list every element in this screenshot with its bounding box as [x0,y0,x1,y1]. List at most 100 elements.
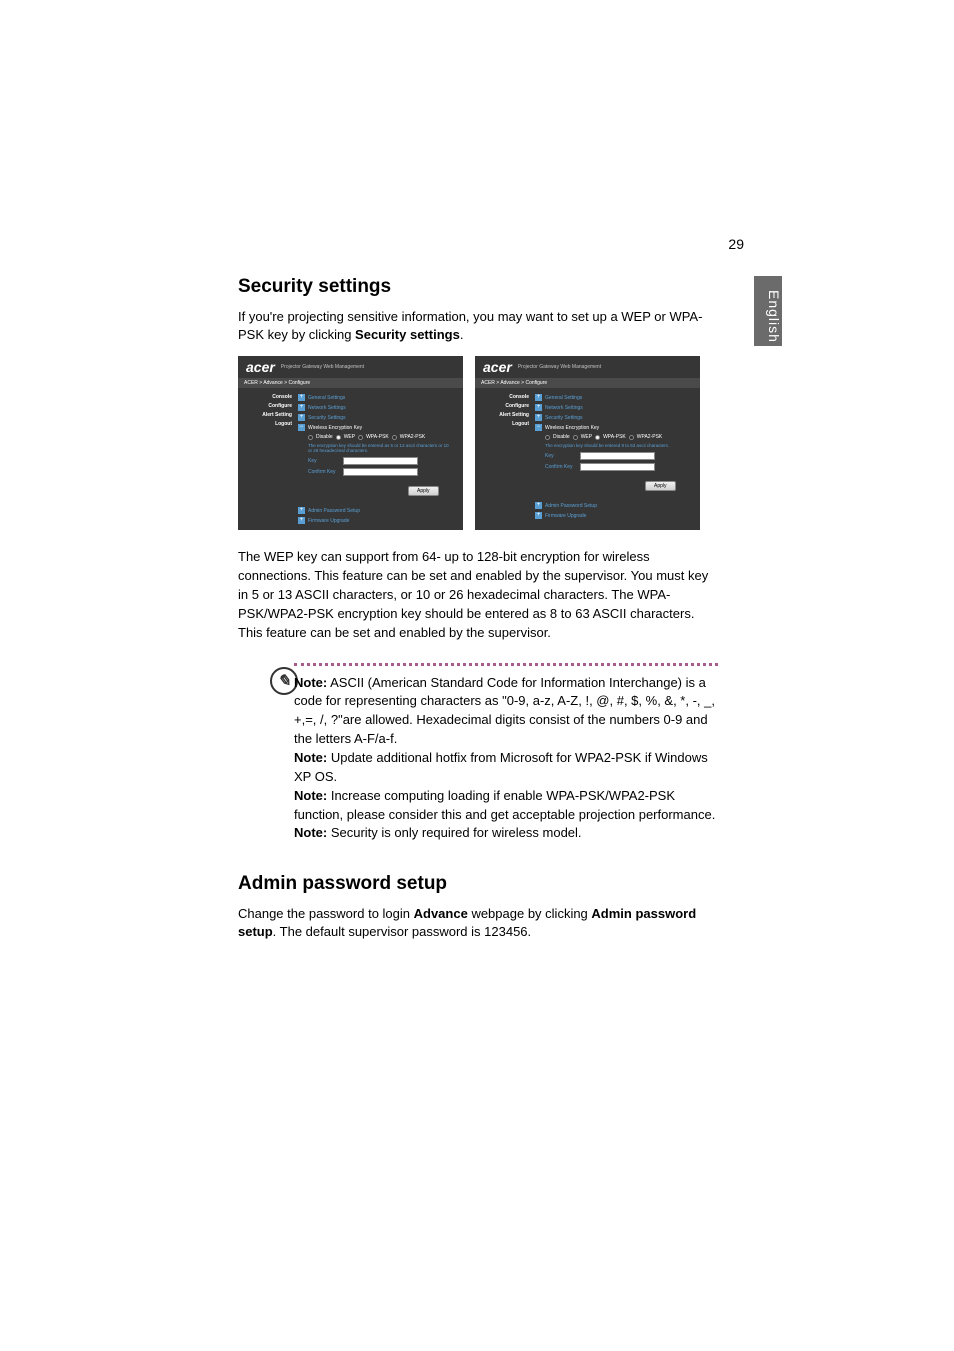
body-paragraph: The WEP key can support from 64- up to 1… [238,548,718,642]
menu-security-label: Security Settings [308,415,346,421]
radio-wpa2-label: WPA2-PSK [637,434,662,440]
radio-wep[interactable] [573,435,578,440]
menu-general[interactable]: +General Settings [298,394,453,401]
menu-admin[interactable]: +Admin Password Setup [298,507,453,514]
note-text: Note: ASCII (American Standard Code for … [294,674,718,844]
language-tab: English [754,276,782,346]
intro-text: If you're projecting sensitive informati… [238,309,702,342]
confirm-label: Confirm Key [545,464,580,470]
acer-logo: acer [246,359,275,375]
menu-network-label: Network Settings [308,405,346,411]
note4-text: Security is only required for wireless m… [327,825,581,840]
menu-security[interactable]: +Security Settings [298,414,453,421]
key-label: Key [545,453,580,459]
key-row: Key [308,457,453,465]
radio-disable-label: Disable [553,434,570,440]
plus-icon: + [298,507,305,514]
menu-firmware[interactable]: +Firmware Upgrade [298,517,453,524]
key-label: Key [308,458,343,464]
radio-disable[interactable] [545,435,550,440]
ss-nav: Console Configure Alert Setting Logout [238,394,298,527]
menu-admin-label: Admin Password Setup [545,503,597,509]
admin-t2: webpage by clicking [468,906,592,921]
plus-icon: + [535,502,542,509]
menu-security[interactable]: +Security Settings [535,414,690,421]
key-input[interactable] [343,457,418,465]
radio-wpa2[interactable] [392,435,397,440]
note-icon-wrap: ✎ [238,663,280,844]
confirm-input[interactable] [580,463,655,471]
menu-firmware-label: Firmware Upgrade [545,513,586,519]
plus-icon: + [535,414,542,421]
confirm-row: Confirm Key [545,463,690,471]
radio-wep[interactable] [336,435,341,440]
menu-network[interactable]: +Network Settings [298,404,453,411]
nav-logout[interactable]: Logout [475,421,529,427]
radio-wpa2-label: WPA2-PSK [400,434,425,440]
menu-wireless-label: Wireless Encryption Key [545,425,599,431]
apply-button[interactable]: Apply [408,486,439,496]
menu-admin[interactable]: +Admin Password Setup [535,502,690,509]
apply-button[interactable]: Apply [645,481,676,491]
screenshot-wpa: acer Projector Gateway Web Management AC… [475,356,700,530]
plus-icon: + [298,394,305,401]
note-content: Note: ASCII (American Standard Code for … [294,663,718,844]
plus-icon: + [298,404,305,411]
admin-t3: . The default supervisor password is 123… [273,924,531,939]
ss-subtitle: Projector Gateway Web Management [518,364,601,370]
encryption-radios: Disable WEP WPA-PSK WPA2-PSK [308,434,453,440]
menu-general-label: General Settings [308,395,345,401]
nav-logout[interactable]: Logout [238,421,292,427]
radio-disable[interactable] [308,435,313,440]
radio-wep-label: WEP [344,434,355,440]
menu-admin-label: Admin Password Setup [308,508,360,514]
intro-paragraph: If you're projecting sensitive informati… [238,308,718,344]
radio-wpa[interactable] [358,435,363,440]
security-settings-heading: Security settings [238,276,718,298]
nav-alert[interactable]: Alert Setting [238,412,292,418]
nav-console[interactable]: Console [475,394,529,400]
intro-bold: Security settings [355,327,460,342]
menu-general[interactable]: +General Settings [535,394,690,401]
menu-firmware[interactable]: +Firmware Upgrade [535,512,690,519]
confirm-row: Confirm Key [308,468,453,476]
ss-main: +General Settings +Network Settings +Sec… [298,394,453,527]
menu-wireless[interactable]: −Wireless Encryption Key [298,424,453,431]
menu-wireless[interactable]: −Wireless Encryption Key [535,424,690,431]
radio-wpa-label: WPA-PSK [366,434,389,440]
acer-logo: acer [483,359,512,375]
note3-label: Note: [294,788,327,803]
nav-configure[interactable]: Configure [475,403,529,409]
nav-configure[interactable]: Configure [238,403,292,409]
breadcrumb: ACER > Advance > Configure [238,378,463,388]
radio-wpa2[interactable] [629,435,634,440]
confirm-input[interactable] [343,468,418,476]
menu-network-label: Network Settings [545,405,583,411]
page-content: Security settings If you're projecting s… [238,276,718,954]
nav-alert[interactable]: Alert Setting [475,412,529,418]
note2-text: Update additional hotfix from Microsoft … [294,750,708,784]
menu-general-label: General Settings [545,395,582,401]
key-input[interactable] [580,452,655,460]
dotted-divider [294,663,718,666]
menu-network[interactable]: +Network Settings [535,404,690,411]
intro-end: . [460,327,464,342]
note3-text: Increase computing loading if enable WPA… [294,788,715,822]
admin-b1: Advance [414,906,468,921]
radio-wpa[interactable] [595,435,600,440]
screenshot-wep: acer Projector Gateway Web Management AC… [238,356,463,530]
screenshots-row: acer Projector Gateway Web Management AC… [238,356,718,530]
menu-security-label: Security Settings [545,415,583,421]
admin-password-section: Admin password setup Change the password… [238,873,718,941]
nav-console[interactable]: Console [238,394,292,400]
plus-icon: + [535,404,542,411]
encryption-radios: Disable WEP WPA-PSK WPA2-PSK [545,434,690,440]
hint-text: The encryption key should be entered 8 t… [545,443,690,448]
ss-body: Console Configure Alert Setting Logout +… [238,388,463,533]
note1-label: Note: [294,675,327,690]
menu-wireless-label: Wireless Encryption Key [308,425,362,431]
note-block: ✎ Note: ASCII (American Standard Code fo… [238,663,718,844]
ss-body: Console Configure Alert Setting Logout +… [475,388,700,528]
ss-header: acer Projector Gateway Web Management [475,356,700,378]
ss-nav: Console Configure Alert Setting Logout [475,394,535,522]
